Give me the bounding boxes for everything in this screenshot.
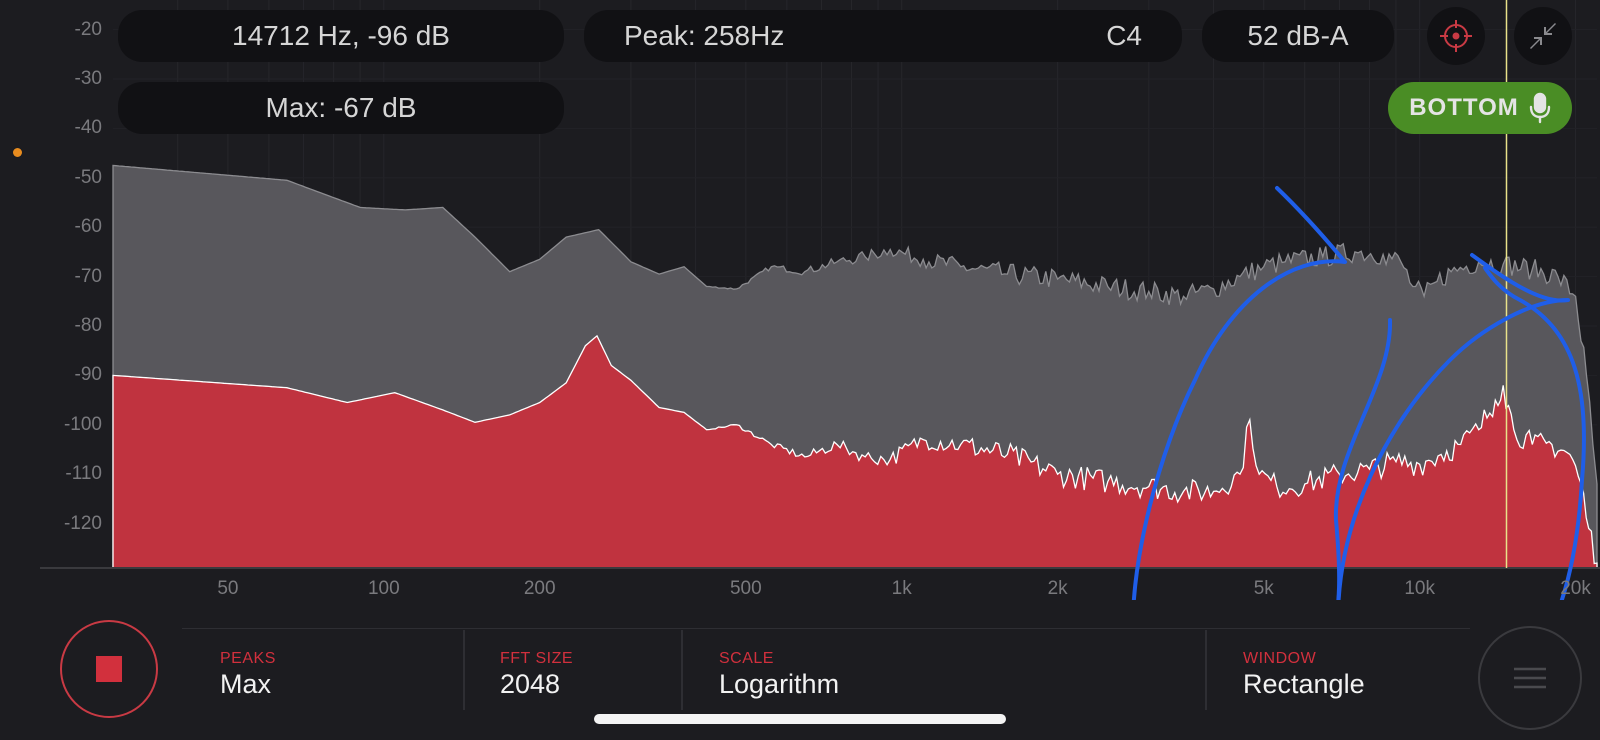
recording-indicator-dot <box>13 148 22 157</box>
bottom-mic-button[interactable]: BOTTOM <box>1388 82 1572 134</box>
y-tick-label: -70 <box>74 265 102 287</box>
setting-peaks-value: Max <box>220 669 272 699</box>
menu-button[interactable] <box>1478 626 1582 730</box>
y-tick-label: -50 <box>74 166 102 188</box>
y-tick-label: -40 <box>74 117 102 139</box>
y-tick-label: -110 <box>65 463 102 485</box>
peak-frequency-text: Peak: 258Hz <box>624 20 785 51</box>
x-tick-label: 50 <box>217 578 239 599</box>
settings-divider <box>1205 630 1207 710</box>
collapse-arrows-icon <box>1530 23 1556 49</box>
peak-readout: Peak: 258Hz C4 <box>584 10 1182 62</box>
y-tick-label: -100 <box>63 413 102 435</box>
y-tick-label: -60 <box>74 216 102 238</box>
x-tick-label: 5k <box>1253 578 1274 599</box>
microphone-icon <box>1529 92 1550 124</box>
settings-divider <box>463 630 465 710</box>
setting-fft-size-value: 2048 <box>500 669 561 699</box>
x-tick-label: 2k <box>1047 578 1068 599</box>
y-tick-label: -120 <box>63 512 102 534</box>
bottom-button-label: BOTTOM <box>1409 94 1519 121</box>
home-indicator[interactable] <box>594 714 1006 724</box>
setting-scale-value: Logarithm <box>719 669 840 699</box>
x-tick-label: 10k <box>1404 578 1435 599</box>
setting-fft-size[interactable]: FFT SIZE 2048 <box>500 650 573 700</box>
x-tick-label: 20k <box>1560 578 1591 599</box>
x-tick-label: 100 <box>367 578 400 599</box>
y-tick-label: -30 <box>74 68 102 90</box>
crosshair-icon <box>1440 20 1472 52</box>
level-readout-text: 52 dB-A <box>1247 20 1349 51</box>
cursor-readout-text: 14712 Hz, -96 dB <box>232 20 450 51</box>
target-button[interactable] <box>1427 7 1485 65</box>
annotation-stroke-right <box>1336 253 1586 600</box>
x-tick-label: 1k <box>891 578 912 599</box>
hand-drawn-annotations <box>1132 186 1586 600</box>
settings-divider <box>681 630 683 710</box>
spectrum-plot[interactable] <box>0 0 1600 600</box>
level-readout: 52 dB-A <box>1202 10 1394 62</box>
max-readout-text: Max: -67 dB <box>265 92 417 123</box>
y-tick-label: -90 <box>74 364 102 386</box>
setting-window[interactable]: WINDOW Rectangle <box>1243 650 1365 700</box>
x-tick-label: 500 <box>729 578 762 599</box>
stop-icon <box>96 656 122 682</box>
setting-scale-label: SCALE <box>719 650 774 667</box>
setting-window-label: WINDOW <box>1243 650 1317 667</box>
settings-top-divider <box>182 628 1470 629</box>
setting-fft-size-label: FFT SIZE <box>500 650 574 667</box>
setting-window-value: Rectangle <box>1243 669 1365 699</box>
setting-peaks-label: PEAKS <box>220 650 276 667</box>
collapse-button[interactable] <box>1514 7 1572 65</box>
max-readout: Max: -67 dB <box>118 82 564 134</box>
setting-scale[interactable]: SCALE Logarithm <box>719 650 839 700</box>
x-tick-label: 200 <box>523 578 556 599</box>
stop-button[interactable] <box>60 620 158 718</box>
cursor-readout: 14712 Hz, -96 dB <box>118 10 564 62</box>
spectrum-area <box>112 334 1598 569</box>
y-tick-label: -80 <box>74 314 102 336</box>
setting-peaks[interactable]: PEAKS Max <box>220 650 276 700</box>
annotation-stroke-left <box>1132 186 1393 600</box>
peak-note-text: C4 <box>1106 20 1142 51</box>
y-tick-label: -20 <box>74 18 102 40</box>
hamburger-icon <box>1514 667 1546 689</box>
